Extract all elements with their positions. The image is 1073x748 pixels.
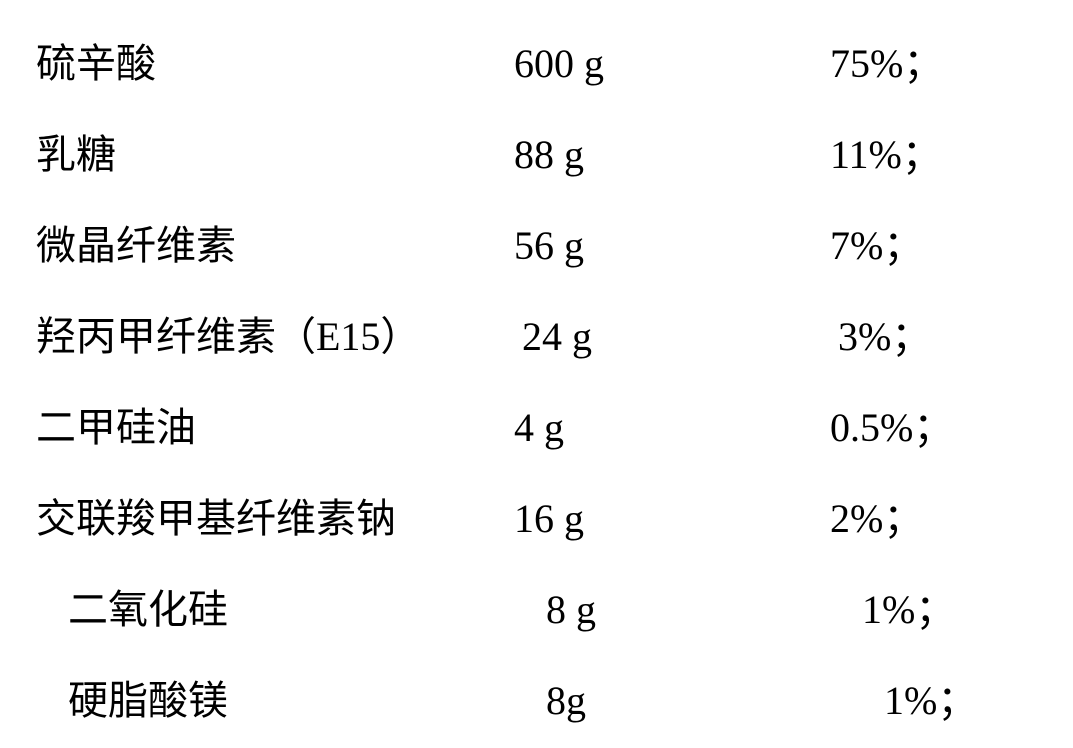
ingredients-table: 硫辛酸600 g75%；乳糖88 g11%；微晶纤维素56 g7%；羟丙甲纤维素… xyxy=(0,0,1073,748)
ingredient-amount: 8 g xyxy=(546,564,862,655)
ingredient-amount: 4 g xyxy=(514,382,830,473)
ingredient-name: 乳糖 xyxy=(36,109,514,200)
ingredient-name: 硬脂酸镁 xyxy=(36,655,546,746)
ingredient-percent: 0.5%； xyxy=(830,382,953,473)
ingredient-row: 微晶纤维素56 g7%； xyxy=(36,200,1057,291)
ingredient-percent: 11%； xyxy=(830,109,942,200)
ingredient-name: 羟丙甲纤维素（E15） xyxy=(36,291,514,382)
ingredient-percent: 3%； xyxy=(838,291,931,382)
ingredient-amount: 88 g xyxy=(514,109,830,200)
ingredient-amount: 24 g xyxy=(514,291,838,382)
ingredient-row: 羟丙甲纤维素（E15）24 g3%； xyxy=(36,291,1057,382)
ingredient-amount: 8g xyxy=(546,655,862,746)
ingredient-percent: 75%； xyxy=(830,18,943,109)
ingredient-row: 硫辛酸600 g75%； xyxy=(36,18,1057,109)
ingredient-row: 二氧化硅8 g1%； xyxy=(36,564,1057,655)
ingredient-amount: 16 g xyxy=(514,473,830,564)
ingredient-row: 二甲硅油4 g0.5%； xyxy=(36,382,1057,473)
ingredient-name: 微晶纤维素 xyxy=(36,200,514,291)
ingredient-row: 交联羧甲基纤维素钠16 g2%； xyxy=(36,473,1057,564)
ingredient-percent: 2%； xyxy=(830,473,923,564)
ingredient-percent: 7%； xyxy=(830,200,923,291)
ingredient-percent: 1%； xyxy=(862,564,955,655)
ingredient-row: 硬脂酸镁8g1%； xyxy=(36,655,1057,746)
ingredient-name: 二氧化硅 xyxy=(36,564,546,655)
ingredient-name: 硫辛酸 xyxy=(36,18,514,109)
ingredient-percent: 1%； xyxy=(862,655,977,746)
ingredient-name: 交联羧甲基纤维素钠 xyxy=(36,473,514,564)
ingredient-amount: 56 g xyxy=(514,200,830,291)
ingredient-name: 二甲硅油 xyxy=(36,382,514,473)
ingredient-row: 乳糖88 g11%； xyxy=(36,109,1057,200)
ingredient-amount: 600 g xyxy=(514,18,830,109)
